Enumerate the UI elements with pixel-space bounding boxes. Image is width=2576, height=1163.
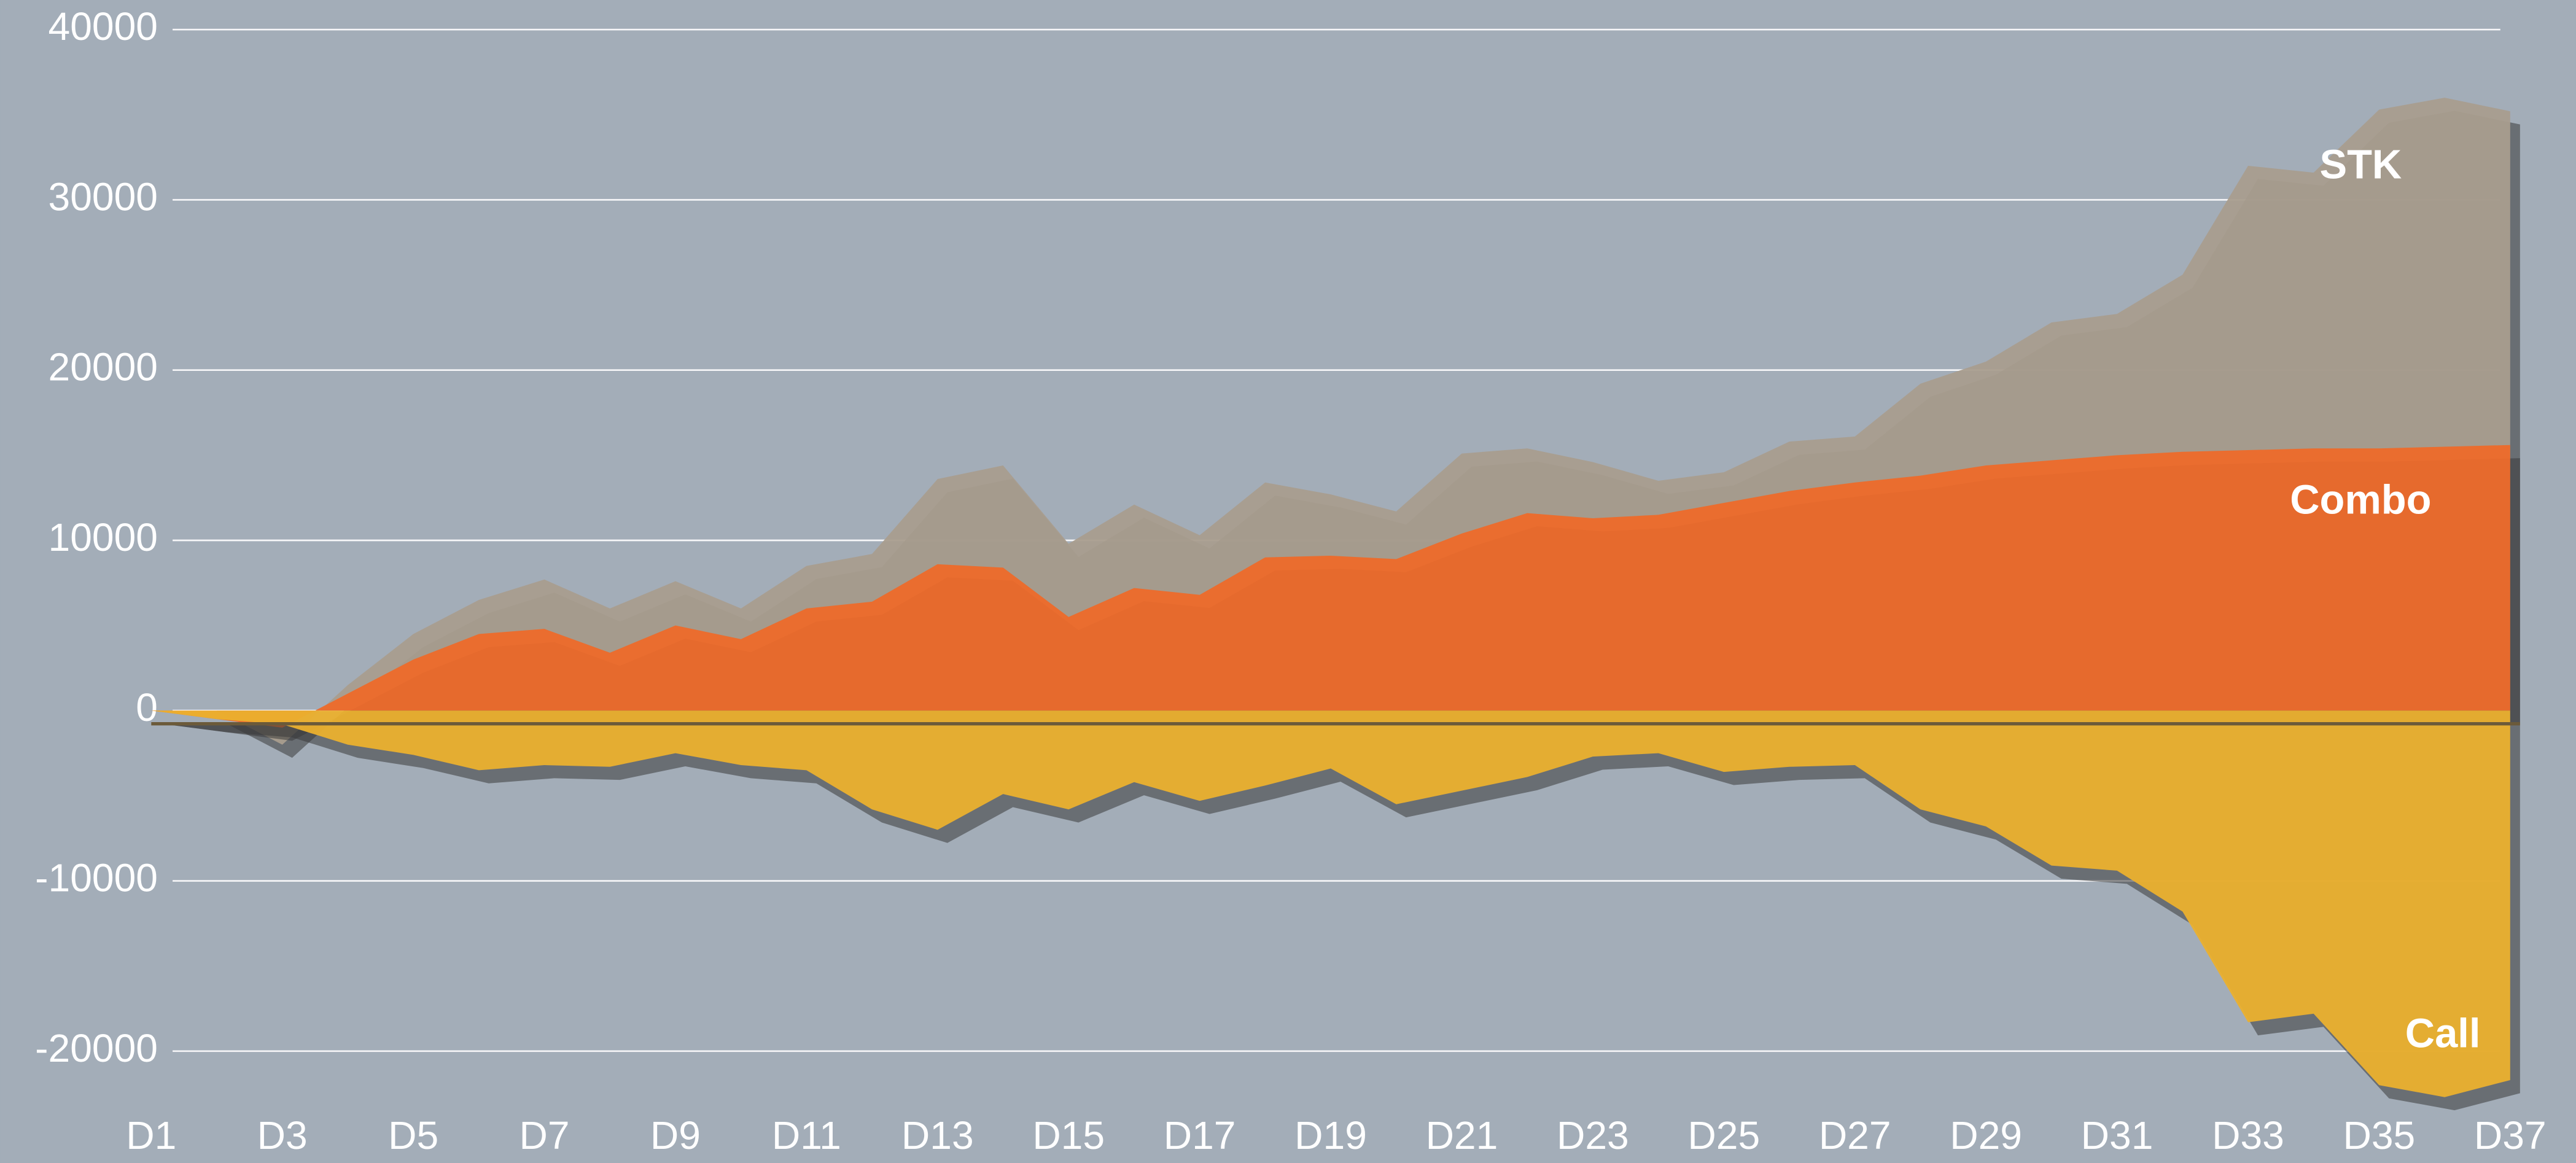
x-tick-label: D9 [650,1113,701,1157]
x-tick-label: D11 [772,1113,841,1157]
x-tick-label: D37 [2474,1113,2547,1157]
area [151,445,2510,728]
x-tick-label: D21 [1426,1113,1498,1157]
x-tick-label: D7 [519,1113,570,1157]
y-tick-label: 10000 [49,515,158,559]
series-label: Combo [2290,476,2431,523]
x-tick-label: D29 [1950,1113,2022,1157]
x-tick-label: D31 [2081,1113,2154,1157]
x-tick-label: D15 [1032,1113,1105,1157]
x-tick-label: D5 [388,1113,438,1157]
x-tick-label: D3 [257,1113,308,1157]
x-tick-label: D23 [1557,1113,1629,1157]
x-tick-label: D19 [1294,1113,1367,1157]
x-tick-label: D1 [126,1113,176,1157]
y-tick-label: -10000 [35,856,158,900]
y-tick-label: 30000 [49,174,158,219]
x-tick-label: D33 [2212,1113,2284,1157]
area-shadow [161,723,2520,1111]
x-tick-label: D27 [1819,1113,1891,1157]
x-tick-label: D17 [1164,1113,1236,1157]
y-tick-label: 40000 [49,4,158,49]
x-tick-label: D25 [1687,1113,1760,1157]
y-tick-label: 20000 [49,345,158,389]
series-label: Call [2405,1011,2481,1057]
series-label: STK [2319,142,2402,188]
x-tick-label: D35 [2343,1113,2416,1157]
y-tick-label: -20000 [35,1026,158,1070]
x-tick-label: D13 [901,1113,974,1157]
area [151,710,2510,1097]
